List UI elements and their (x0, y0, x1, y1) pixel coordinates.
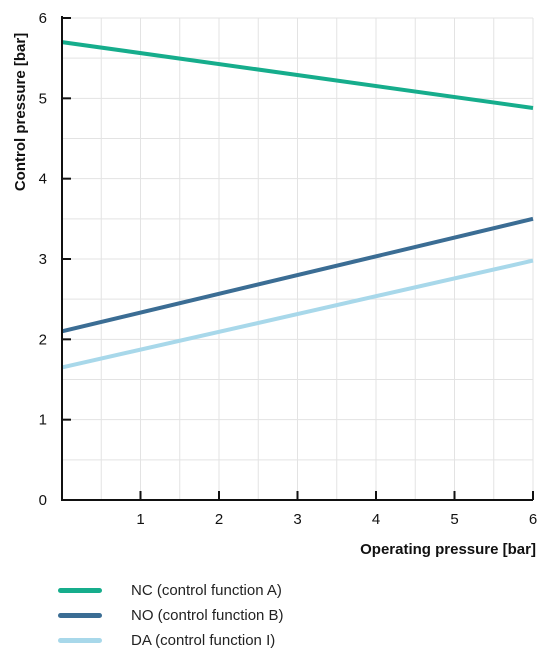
x-tick-label: 2 (215, 511, 223, 528)
series-line-1 (61, 216, 534, 334)
legend: NC (control function A) NO (control func… (58, 578, 284, 653)
legend-swatch-da (58, 638, 102, 643)
series-line-2 (61, 258, 534, 370)
y-tick-label: 5 (39, 90, 47, 107)
x-tick-label: 1 (136, 511, 144, 528)
y-tick-label: 4 (39, 171, 47, 188)
legend-label-nc: NC (control function A) (131, 582, 282, 599)
axes (61, 16, 534, 501)
legend-label-da: DA (control function I) (131, 632, 276, 649)
grid-lines (62, 17, 534, 500)
legend-item-no: NO (control function B) (58, 603, 284, 628)
legend-item-nc: NC (control function A) (58, 578, 284, 603)
x-tick-label: 4 (372, 511, 380, 528)
x-tick-label: 5 (450, 511, 458, 528)
y-tick-label: 3 (39, 251, 47, 268)
legend-swatch-nc (58, 588, 102, 593)
x-tick-label: 3 (293, 511, 301, 528)
y-axis-title: Control pressure [bar] (12, 33, 29, 191)
tick-labels: 0 1 2 3 4 5 6 1 2 3 4 5 6 (39, 10, 538, 528)
x-axis-title: Operating pressure [bar] (360, 541, 536, 558)
y-tick-label: 2 (39, 331, 47, 348)
y-tick-label: 6 (39, 10, 47, 27)
series-line-0 (61, 40, 534, 110)
y-tick-label: 1 (39, 412, 47, 429)
x-tick-label: 6 (529, 511, 537, 528)
series-lines (61, 40, 534, 370)
legend-label-no: NO (control function B) (131, 607, 284, 624)
line-chart: 0 1 2 3 4 5 6 1 2 3 4 5 6 Control pressure [bar] Ope… (12, 10, 538, 558)
legend-swatch-no (58, 613, 102, 618)
y-tick-label: 0 (39, 492, 47, 509)
legend-item-da: DA (control function I) (58, 628, 284, 653)
